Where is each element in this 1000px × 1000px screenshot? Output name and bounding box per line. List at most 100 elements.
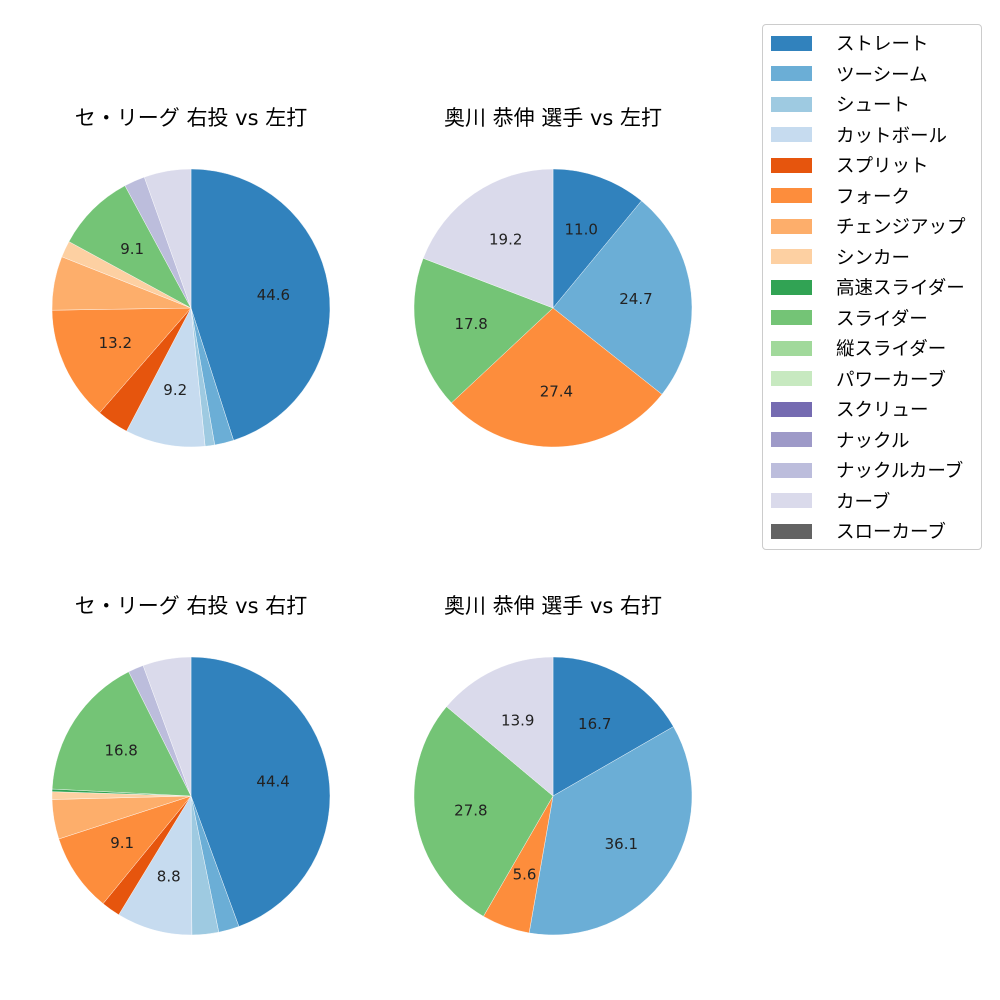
legend-swatch (771, 310, 812, 325)
pie-slice (58, 795, 192, 904)
legend-swatch (771, 493, 812, 508)
legend-item: 縦スライダー (771, 335, 946, 361)
slice-value-label: 9.1 (120, 240, 144, 258)
slice-value-label: 24.7 (619, 290, 652, 308)
legend-label: 高速スライダー (836, 278, 965, 299)
slice-value-label: 44.6 (257, 286, 290, 304)
legend-label: パワーカーブ (836, 369, 946, 391)
slice-value-label: 19.2 (489, 230, 522, 248)
legend-item: パワーカーブ (771, 366, 946, 392)
legend-label: ナックル (836, 430, 910, 452)
slice-value-label: 9.1 (110, 834, 134, 852)
pie-slice (446, 656, 554, 797)
legend-label: ツーシーム (836, 64, 928, 86)
legend-swatch (771, 157, 812, 173)
legend-swatch (771, 66, 812, 81)
pie-slice (413, 258, 554, 404)
legend-item: ストレート (771, 30, 929, 56)
pie-slice (51, 671, 192, 797)
pie-slice (190, 168, 331, 441)
legend-item: シュート (771, 91, 910, 117)
slice-value-label: 11.0 (565, 221, 598, 239)
legend-item: カーブ (771, 488, 890, 514)
slice-value-label: 44.4 (256, 772, 289, 790)
slice-value-label: 16.8 (104, 741, 137, 759)
pie-chart: 11.0 24.7 27.4 17.8 19.2 (413, 168, 693, 448)
legend-label: ストレート (836, 34, 929, 55)
legend-label: スライダー (836, 308, 928, 330)
legend-label: スローカーブ (836, 522, 946, 543)
legend-item: カットボール (771, 122, 947, 148)
legend-label: シュート (836, 95, 911, 116)
legend-swatch (771, 35, 812, 51)
legend-swatch (771, 432, 812, 447)
legend-item: シンカー (771, 244, 910, 270)
legend-label: スクリュー (836, 400, 929, 421)
slice-value-label: 9.2 (163, 381, 187, 399)
slice-value-label: 5.6 (513, 865, 537, 883)
pie-slice (422, 168, 554, 309)
legend-swatch (771, 249, 812, 264)
legend: ストレートツーシームシュートカットボール スプリットフォークチェンジアップ シンカー… (762, 24, 982, 550)
pie-chart: 16.7 36.1 5.6 27.8 13.9 (413, 656, 693, 936)
slice-value-label: 13.2 (99, 334, 132, 352)
slice-value-label: 13.9 (501, 711, 534, 729)
pie-slice (142, 656, 192, 797)
panel-title: 奥川 恭伸 選手 vs 右打 (443, 594, 663, 618)
panel-league-vs-right: セ・リーグ 右投 vs 右打 44.4 8.8 9.1 16.8 (31, 588, 351, 948)
legend-item: ナックルカーブ (771, 457, 963, 483)
slice-value-label: 27.4 (540, 382, 573, 400)
slice-value-label: 27.8 (454, 801, 487, 819)
pie-slice (144, 168, 192, 309)
legend-swatch (771, 279, 812, 295)
legend-swatch (771, 523, 812, 539)
legend-swatch (771, 188, 812, 203)
legend-item: フォーク (771, 183, 910, 209)
legend-label: 縦スライダー (836, 339, 947, 360)
pie-slice (126, 307, 206, 448)
legend-item: スプリット (771, 152, 929, 178)
panel-title: 奥川 恭伸 選手 vs 左打 (443, 106, 663, 130)
panel-league-vs-left: セ・リーグ 右投 vs 左打 44.6 9.2 13.2 9.1 (31, 100, 351, 460)
legend-swatch (771, 218, 812, 234)
panel-title: セ・リーグ 右投 vs 左打 (74, 106, 308, 130)
legend-label: カーブ (836, 491, 891, 513)
panel-title: セ・リーグ 右投 vs 右打 (74, 594, 308, 618)
pie-slice (413, 706, 554, 917)
legend-item: ツーシーム (771, 61, 928, 87)
legend-label: フォーク (836, 186, 911, 208)
slice-value-label: 17.8 (454, 315, 487, 333)
pie-slice (552, 168, 642, 309)
legend-label: チェンジアップ (836, 217, 966, 238)
panel-player-vs-left: 奥川 恭伸 選手 vs 左打 11.0 24.7 27.4 17.8 19.2 (393, 100, 713, 460)
pie-slice (451, 307, 663, 448)
panel-player-vs-right: 奥川 恭伸 選手 vs 右打 16.7 36.1 5.6 27.8 13.9 (393, 588, 713, 948)
legend-item: 高速スライダー (771, 274, 965, 300)
pie-slice (528, 726, 693, 936)
legend-swatch (771, 96, 812, 112)
pie-slice (552, 656, 674, 797)
legend-item: スクリュー (771, 396, 929, 422)
legend-swatch (771, 462, 812, 478)
legend-label: カットボール (836, 125, 948, 147)
legend-swatch (771, 127, 812, 142)
legend-swatch (771, 371, 812, 386)
legend-item: チェンジアップ (771, 213, 966, 239)
pie-slice (552, 200, 693, 395)
legend-item: スライダー (771, 305, 928, 331)
legend-label: スプリット (836, 156, 929, 177)
slice-value-label: 16.7 (578, 715, 611, 733)
pie-slice (190, 656, 331, 927)
legend-item: スローカーブ (771, 518, 946, 544)
legend-label: シンカー (836, 247, 911, 269)
pie-chart: 44.4 8.8 9.1 16.8 (51, 656, 331, 936)
legend-swatch (771, 340, 812, 356)
legend-swatch (771, 401, 812, 417)
pie-slice (68, 185, 192, 309)
pie-chart: 44.6 9.2 13.2 9.1 (51, 168, 331, 448)
legend-item: ナックル (771, 427, 909, 453)
legend-label: ナックルカーブ (836, 461, 964, 482)
slice-value-label: 36.1 (605, 835, 638, 853)
slice-value-label: 8.8 (157, 867, 181, 885)
pie-slice (51, 307, 192, 414)
